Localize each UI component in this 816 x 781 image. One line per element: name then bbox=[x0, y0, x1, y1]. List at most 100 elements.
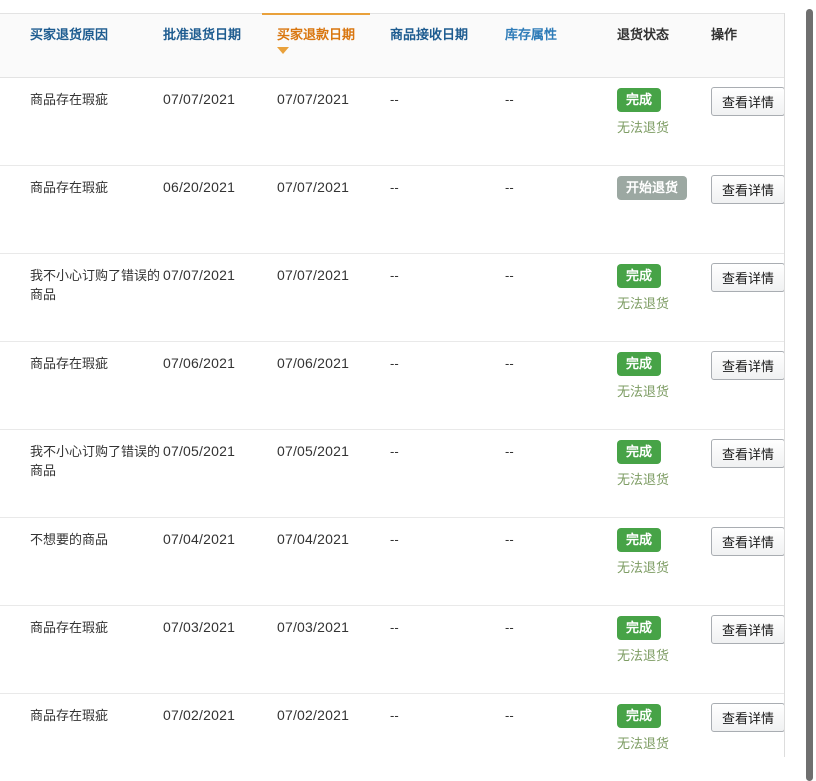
vertical-scrollbar[interactable] bbox=[800, 0, 816, 781]
table-row: 我不小心订购了错误的商品 07/05/2021 07/05/2021 -- --… bbox=[0, 430, 784, 518]
column-header-return-reason[interactable]: 买家退货原因 bbox=[30, 27, 109, 42]
column-header-return-status: 退货状态 bbox=[617, 27, 670, 42]
status-badge: 完成 bbox=[617, 616, 662, 640]
view-details-button[interactable]: 查看详情 bbox=[711, 87, 784, 116]
return-status-cell: 完成 无法退货 bbox=[617, 430, 711, 517]
table-row: 商品存在瑕疵 07/03/2021 07/03/2021 -- -- 完成 无法… bbox=[0, 606, 784, 694]
status-badge: 完成 bbox=[617, 440, 662, 464]
received-date-cell: -- bbox=[390, 444, 399, 459]
vertical-scrollbar-thumb[interactable] bbox=[806, 9, 813, 781]
return-reason-text: 商品存在瑕疵 bbox=[30, 708, 109, 723]
refund-date-cell: 07/05/2021 bbox=[277, 443, 350, 459]
approved-date-cell: 07/03/2021 bbox=[163, 619, 236, 635]
return-status-cell: 完成 无法退货 bbox=[617, 254, 711, 341]
inventory-attribute-cell: -- bbox=[505, 620, 514, 635]
status-note: 无法退货 bbox=[617, 120, 670, 135]
received-date-cell: -- bbox=[390, 180, 399, 195]
view-details-button[interactable]: 查看详情 bbox=[711, 703, 784, 732]
column-header-actions: 操作 bbox=[711, 27, 738, 42]
refund-date-cell: 07/07/2021 bbox=[277, 91, 350, 107]
received-date-cell: -- bbox=[390, 356, 399, 371]
inventory-attribute-cell: -- bbox=[505, 268, 514, 283]
column-header-inventory-attribute[interactable]: 库存属性 bbox=[505, 27, 558, 42]
view-details-button[interactable]: 查看详情 bbox=[711, 175, 784, 204]
actions-cell: 查看详情 bbox=[711, 518, 784, 605]
actions-cell: 查看详情 bbox=[711, 694, 784, 757]
return-status-cell: 完成 无法退货 bbox=[617, 694, 711, 757]
return-reason-cell: 商品存在瑕疵 bbox=[0, 606, 163, 693]
view-details-button[interactable]: 查看详情 bbox=[711, 263, 784, 292]
actions-cell: 查看详情 bbox=[711, 78, 784, 165]
return-reason-cell: 商品存在瑕疵 bbox=[0, 78, 163, 165]
sorted-column-indicator-line bbox=[262, 13, 370, 15]
approved-date-cell: 07/07/2021 bbox=[163, 91, 236, 107]
refund-date-cell: 07/07/2021 bbox=[277, 179, 350, 195]
received-date-cell: -- bbox=[390, 708, 399, 723]
return-reason-text: 商品存在瑕疵 bbox=[30, 620, 109, 635]
return-reason-text: 商品存在瑕疵 bbox=[30, 180, 109, 195]
status-note: 无法退货 bbox=[617, 384, 670, 399]
actions-cell: 查看详情 bbox=[711, 430, 784, 517]
return-status-cell: 完成 无法退货 bbox=[617, 342, 711, 429]
table-row: 商品存在瑕疵 06/20/2021 07/07/2021 -- -- 开始退货 … bbox=[0, 166, 784, 254]
approved-date-cell: 06/20/2021 bbox=[163, 179, 236, 195]
received-date-cell: -- bbox=[390, 92, 399, 107]
return-status-cell: 开始退货 bbox=[617, 166, 711, 253]
status-note: 无法退货 bbox=[617, 736, 670, 751]
return-reason-cell: 商品存在瑕疵 bbox=[0, 694, 163, 757]
status-note: 无法退货 bbox=[617, 296, 670, 311]
return-reason-cell: 商品存在瑕疵 bbox=[0, 166, 163, 253]
inventory-attribute-cell: -- bbox=[505, 444, 514, 459]
return-reason-text: 我不小心订购了错误的商品 bbox=[30, 444, 161, 478]
return-status-cell: 完成 无法退货 bbox=[617, 78, 711, 165]
column-header-refund-date[interactable]: 买家退款日期 bbox=[277, 14, 390, 77]
return-reason-text: 不想要的商品 bbox=[30, 532, 109, 547]
actions-cell: 查看详情 bbox=[711, 342, 784, 429]
return-status-cell: 完成 无法退货 bbox=[617, 518, 711, 605]
table-row: 商品存在瑕疵 07/07/2021 07/07/2021 -- -- 完成 无法… bbox=[0, 78, 784, 166]
return-status-cell: 完成 无法退货 bbox=[617, 606, 711, 693]
actions-cell: 查看详情 bbox=[711, 606, 784, 693]
status-badge: 完成 bbox=[617, 704, 662, 728]
actions-cell: 查看详情 bbox=[711, 166, 784, 253]
return-reason-cell: 不想要的商品 bbox=[0, 518, 163, 605]
refund-date-cell: 07/04/2021 bbox=[277, 531, 350, 547]
received-date-cell: -- bbox=[390, 620, 399, 635]
status-badge: 开始退货 bbox=[617, 176, 688, 200]
approved-date-cell: 07/02/2021 bbox=[163, 707, 236, 723]
return-reason-cell: 我不小心订购了错误的商品 bbox=[0, 430, 163, 517]
refund-date-cell: 07/03/2021 bbox=[277, 619, 350, 635]
sort-descending-icon bbox=[277, 47, 289, 54]
column-header-refund-date-label: 买家退款日期 bbox=[277, 27, 356, 42]
view-details-button[interactable]: 查看详情 bbox=[711, 439, 784, 468]
column-header-approved-date[interactable]: 批准退货日期 bbox=[163, 27, 242, 42]
status-badge: 完成 bbox=[617, 528, 662, 552]
view-details-button[interactable]: 查看详情 bbox=[711, 527, 784, 556]
received-date-cell: -- bbox=[390, 532, 399, 547]
status-badge: 完成 bbox=[617, 88, 662, 112]
column-header-received-date[interactable]: 商品接收日期 bbox=[390, 27, 469, 42]
view-details-button[interactable]: 查看详情 bbox=[711, 351, 784, 380]
return-reason-text: 商品存在瑕疵 bbox=[30, 356, 109, 371]
approved-date-cell: 07/05/2021 bbox=[163, 443, 236, 459]
inventory-attribute-cell: -- bbox=[505, 180, 514, 195]
refund-date-cell: 07/02/2021 bbox=[277, 707, 350, 723]
status-note: 无法退货 bbox=[617, 472, 670, 487]
actions-cell: 查看详情 bbox=[711, 254, 784, 341]
table-row: 我不小心订购了错误的商品 07/07/2021 07/07/2021 -- --… bbox=[0, 254, 784, 342]
approved-date-cell: 07/07/2021 bbox=[163, 267, 236, 283]
inventory-attribute-cell: -- bbox=[505, 708, 514, 723]
return-reason-cell: 我不小心订购了错误的商品 bbox=[0, 254, 163, 341]
status-note: 无法退货 bbox=[617, 648, 670, 663]
table-header-row: 买家退货原因 批准退货日期 买家退款日期 商品接收日期 库存属性 退货状态 操作 bbox=[0, 13, 784, 78]
refund-date-cell: 07/06/2021 bbox=[277, 355, 350, 371]
status-note: 无法退货 bbox=[617, 560, 670, 575]
return-reason-text: 商品存在瑕疵 bbox=[30, 92, 109, 107]
inventory-attribute-cell: -- bbox=[505, 356, 514, 371]
return-reason-cell: 商品存在瑕疵 bbox=[0, 342, 163, 429]
status-badge: 完成 bbox=[617, 352, 662, 376]
approved-date-cell: 07/04/2021 bbox=[163, 531, 236, 547]
view-details-button[interactable]: 查看详情 bbox=[711, 615, 784, 644]
table-body: 商品存在瑕疵 07/07/2021 07/07/2021 -- -- 完成 无法… bbox=[0, 78, 784, 757]
table-row: 不想要的商品 07/04/2021 07/04/2021 -- -- 完成 无法… bbox=[0, 518, 784, 606]
